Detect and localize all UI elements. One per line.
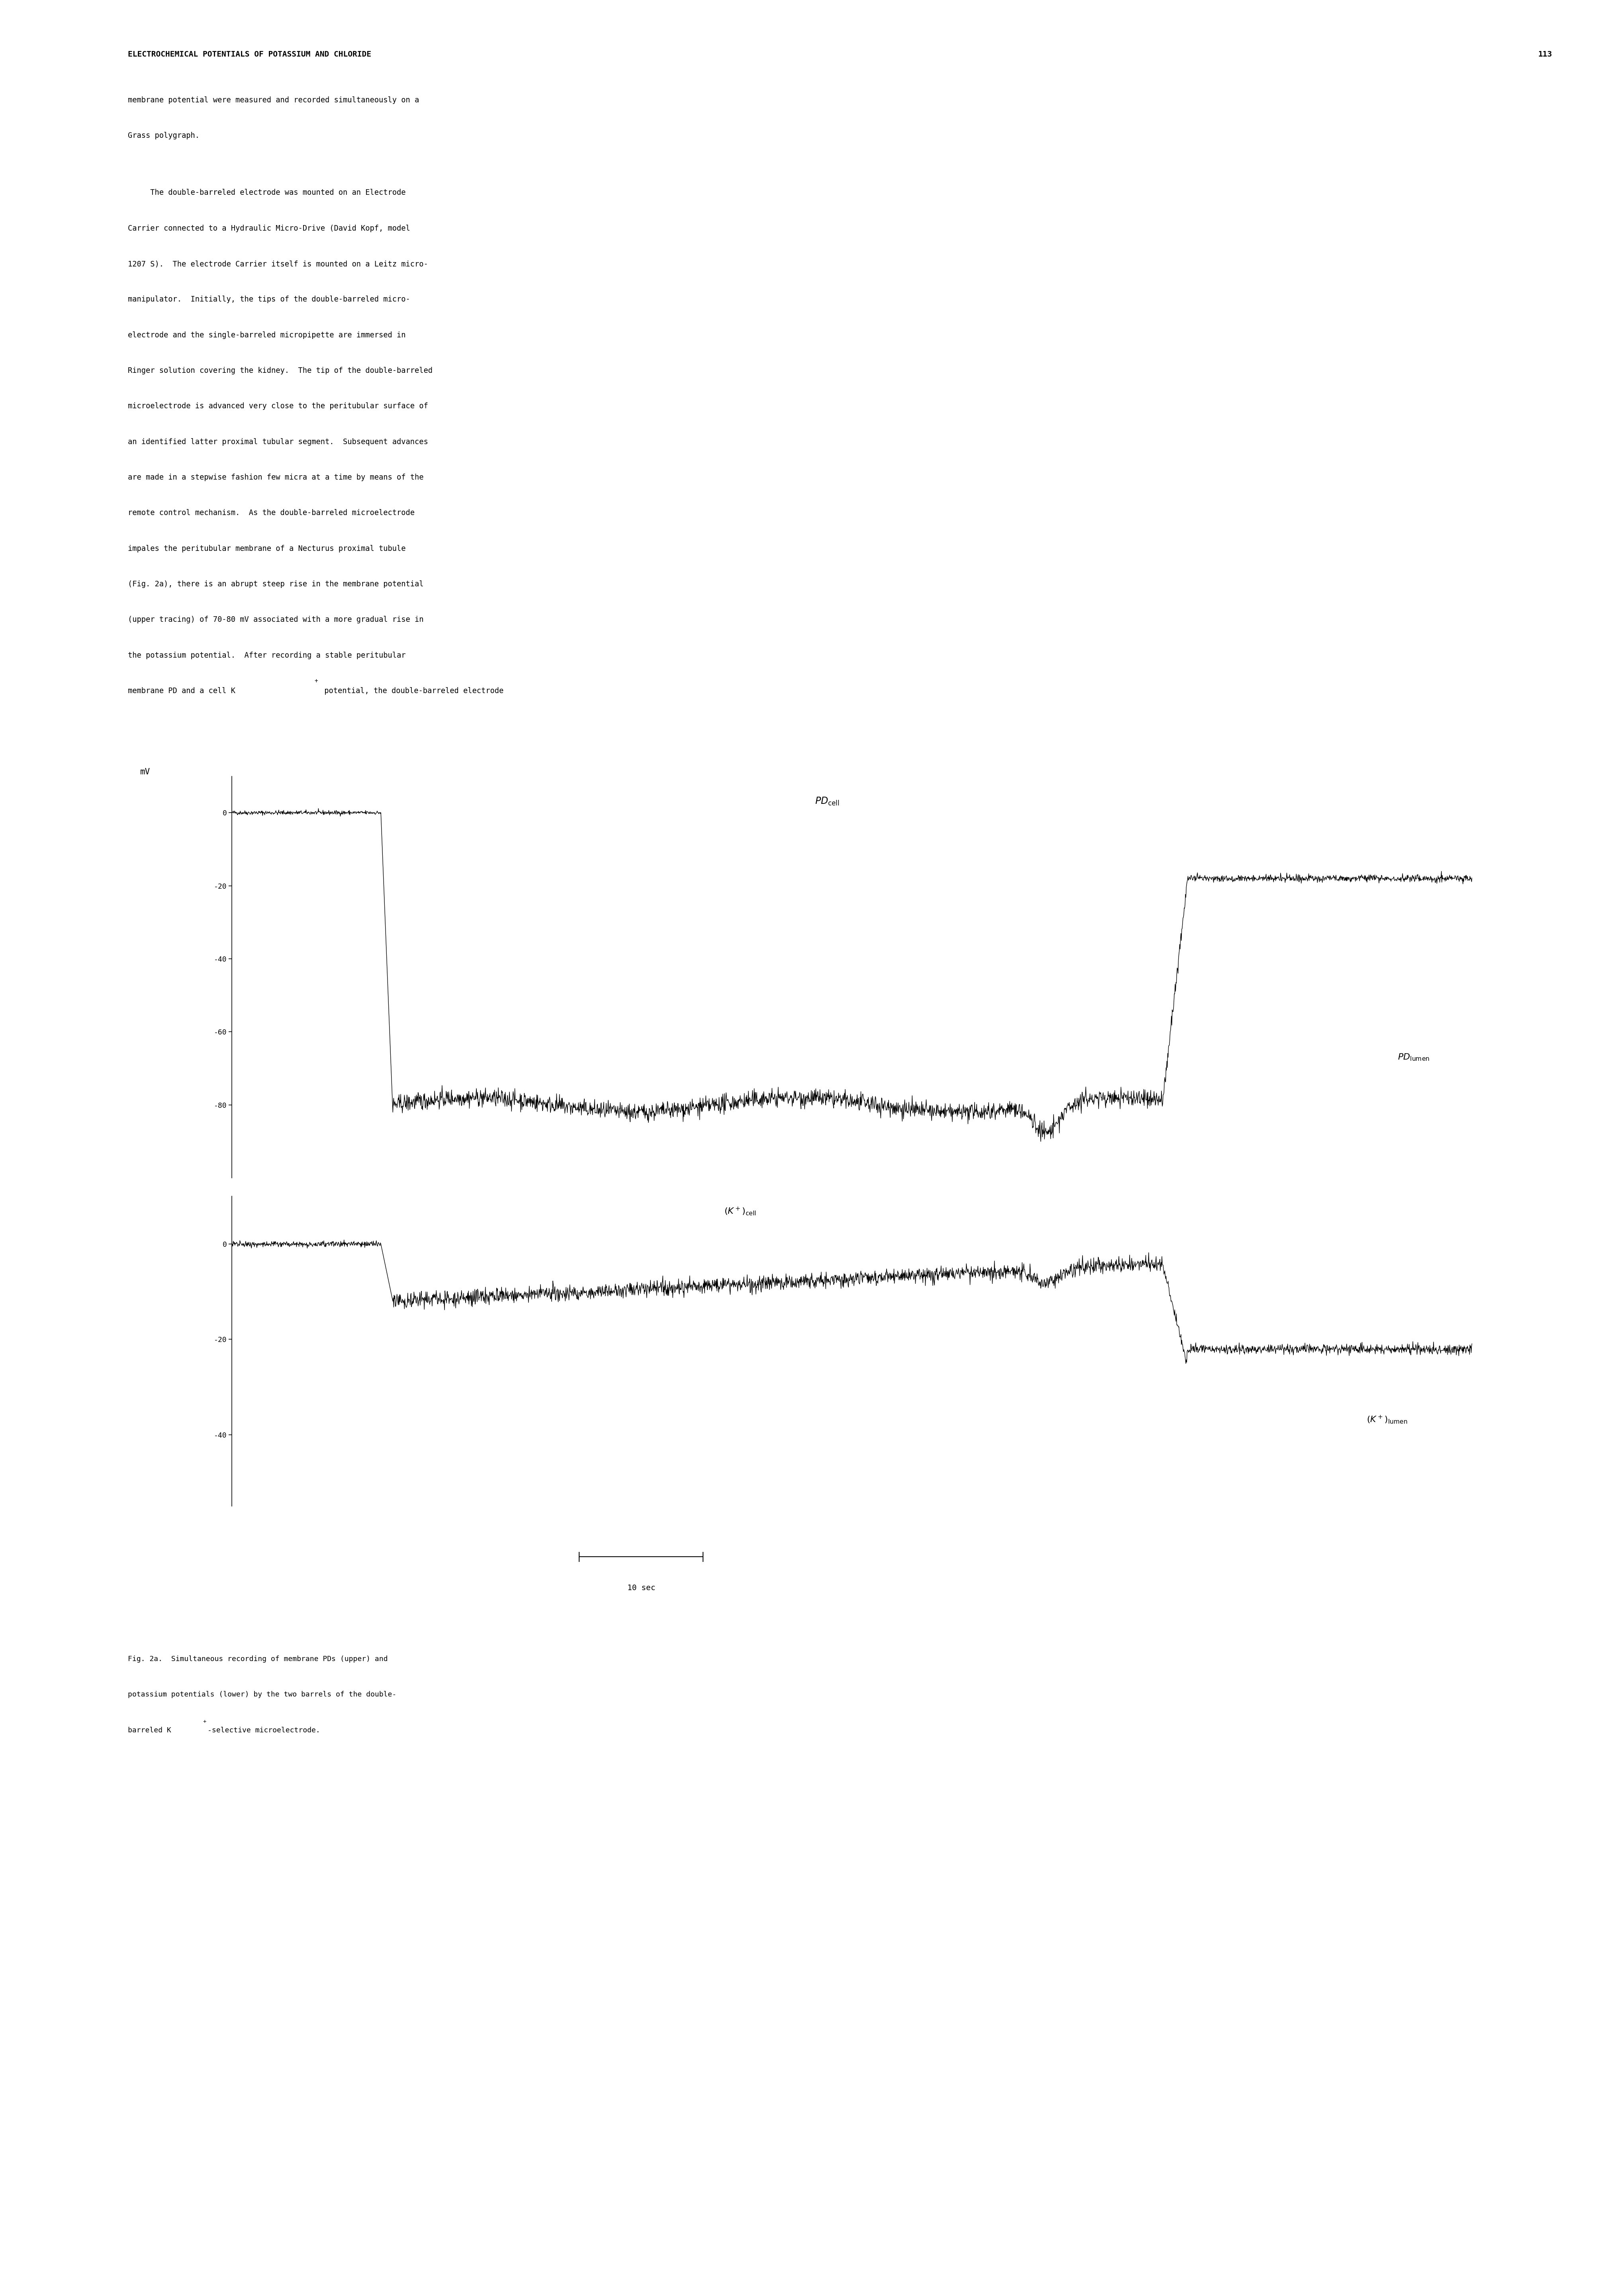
Text: the potassium potential.  After recording a stable peritubular: the potassium potential. After recording… xyxy=(128,652,406,659)
Text: -selective microelectrode.: -selective microelectrode. xyxy=(208,1727,320,1733)
Text: potassium potentials (lower) by the two barrels of the double-: potassium potentials (lower) by the two … xyxy=(128,1692,397,1699)
Text: potential, the double-barreled electrode: potential, the double-barreled electrode xyxy=(320,687,504,696)
Text: The double-barreled electrode was mounted on an Electrode: The double-barreled electrode was mounte… xyxy=(128,188,406,197)
Text: barreled K: barreled K xyxy=(128,1727,171,1733)
Text: membrane potential were measured and recorded simultaneously on a: membrane potential were measured and rec… xyxy=(128,96,419,103)
Text: an identified latter proximal tubular segment.  Subsequent advances: an identified latter proximal tubular se… xyxy=(128,439,429,445)
Text: 113: 113 xyxy=(1538,51,1552,57)
Text: Grass polygraph.: Grass polygraph. xyxy=(128,133,200,140)
Text: PD$_{\mathrm{lumen}}$: PD$_{\mathrm{lumen}}$ xyxy=(1398,1054,1429,1063)
Text: Carrier connected to a Hydraulic Micro-Drive (David Kopf, model: Carrier connected to a Hydraulic Micro-D… xyxy=(128,225,410,232)
Text: (Fig. 2a), there is an abrupt steep rise in the membrane potential: (Fig. 2a), there is an abrupt steep rise… xyxy=(128,581,424,588)
Text: 10 sec: 10 sec xyxy=(627,1584,656,1591)
Text: 1207 S).  The electrode Carrier itself is mounted on a Leitz micro-: 1207 S). The electrode Carrier itself is… xyxy=(128,259,429,269)
Text: +: + xyxy=(203,1720,206,1724)
Text: manipulator.  Initially, the tips of the double-barreled micro-: manipulator. Initially, the tips of the … xyxy=(128,296,410,303)
Text: $(K^+)_{\mathrm{cell}}$: $(K^+)_{\mathrm{cell}}$ xyxy=(725,1205,757,1217)
Text: PD$_{\mathrm{cell}}$: PD$_{\mathrm{cell}}$ xyxy=(814,797,840,806)
Y-axis label: mV: mV xyxy=(141,769,150,776)
Text: membrane PD and a cell K: membrane PD and a cell K xyxy=(128,687,235,696)
Text: electrode and the single-barreled micropipette are immersed in: electrode and the single-barreled microp… xyxy=(128,331,406,340)
Text: microelectrode is advanced very close to the peritubular surface of: microelectrode is advanced very close to… xyxy=(128,402,429,411)
Text: +: + xyxy=(314,677,318,684)
Text: are made in a stepwise fashion few micra at a time by means of the: are made in a stepwise fashion few micra… xyxy=(128,473,424,482)
Text: Ringer solution covering the kidney.  The tip of the double-barreled: Ringer solution covering the kidney. The… xyxy=(128,367,432,374)
Text: (upper tracing) of 70-80 mV associated with a more gradual rise in: (upper tracing) of 70-80 mV associated w… xyxy=(128,615,424,625)
Text: Fig. 2a.  Simultaneous recording of membrane PDs (upper) and: Fig. 2a. Simultaneous recording of membr… xyxy=(128,1655,387,1662)
Text: impales the peritubular membrane of a Necturus proximal tubule: impales the peritubular membrane of a Ne… xyxy=(128,544,406,553)
Text: remote control mechanism.  As the double-barreled microelectrode: remote control mechanism. As the double-… xyxy=(128,510,414,517)
Text: $(K^+)_{\mathrm{lumen}}$: $(K^+)_{\mathrm{lumen}}$ xyxy=(1366,1414,1408,1426)
Text: ELECTROCHEMICAL POTENTIALS OF POTASSIUM AND CHLORIDE: ELECTROCHEMICAL POTENTIALS OF POTASSIUM … xyxy=(128,51,371,57)
